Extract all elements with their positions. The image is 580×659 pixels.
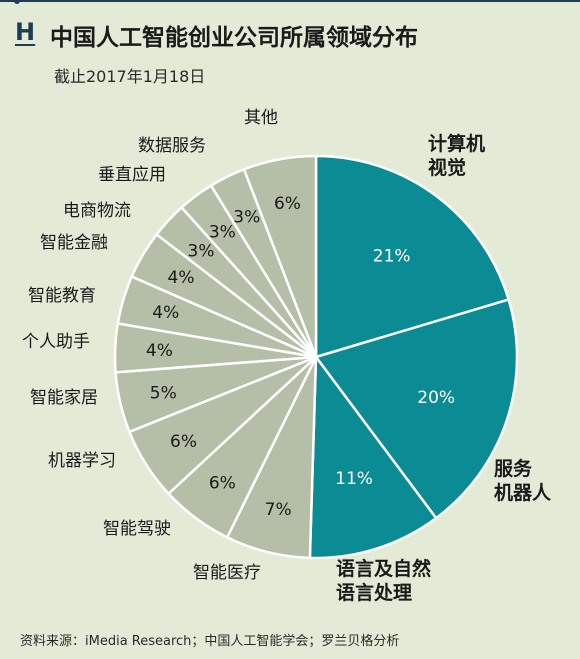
slice-category-label: 机器学习	[48, 451, 116, 471]
source-note: 资料来源：iMedia Research；中国人工智能学会；罗兰贝格分析	[20, 634, 400, 649]
slice-value-label: 11%	[335, 469, 373, 489]
slice-category-label: 个人助手	[22, 332, 90, 352]
slice-value-label: 7%	[265, 500, 292, 520]
slice-category-label: 智能金融	[40, 233, 108, 253]
slice-value-label: 3%	[209, 222, 236, 242]
slice-category-label: 其他	[244, 108, 278, 128]
slice-value-label: 4%	[152, 303, 179, 323]
slice-value-label: 5%	[150, 384, 177, 404]
slice-value-label: 6%	[209, 474, 236, 494]
slice-value-label: 21%	[373, 246, 411, 266]
slice-value-label: 3%	[188, 241, 215, 261]
slice-category-label: 智能医疗	[193, 563, 261, 583]
top-rule-dot	[14, 0, 20, 4]
slice-value-label: 20%	[417, 388, 455, 408]
slice-category-label: 语言及自然语言处理	[336, 557, 431, 604]
slice-category-label: 垂直应用	[98, 165, 166, 185]
chart-subtitle: 截止2017年1月18日	[54, 67, 206, 86]
slice-category-label: 智能家居	[30, 388, 98, 408]
slice-category-label: 智能教育	[28, 286, 96, 306]
slice-value-label: 6%	[274, 194, 301, 214]
pie-slice	[308, 355, 438, 560]
top-rule	[0, 0, 580, 2]
slice-value-label: 4%	[168, 268, 195, 288]
slice-category-label: 电商物流	[63, 201, 131, 221]
slice-value-label: 3%	[233, 207, 260, 227]
panel-letter: H	[15, 18, 36, 46]
slice-value-label: 4%	[146, 341, 173, 361]
slice-value-label: 6%	[170, 432, 197, 452]
slice-category-label: 数据服务	[138, 136, 206, 156]
slice-category-label: 服务机器人	[494, 457, 552, 504]
pie-slice	[314, 154, 510, 359]
chart-title: 中国人工智能创业公司所属领域分布	[50, 25, 418, 51]
slice-category-label: 计算机视觉	[428, 132, 485, 179]
pie-slice	[314, 298, 519, 520]
slice-category-label: 智能驾驶	[103, 519, 171, 539]
pie-slice	[242, 154, 318, 359]
